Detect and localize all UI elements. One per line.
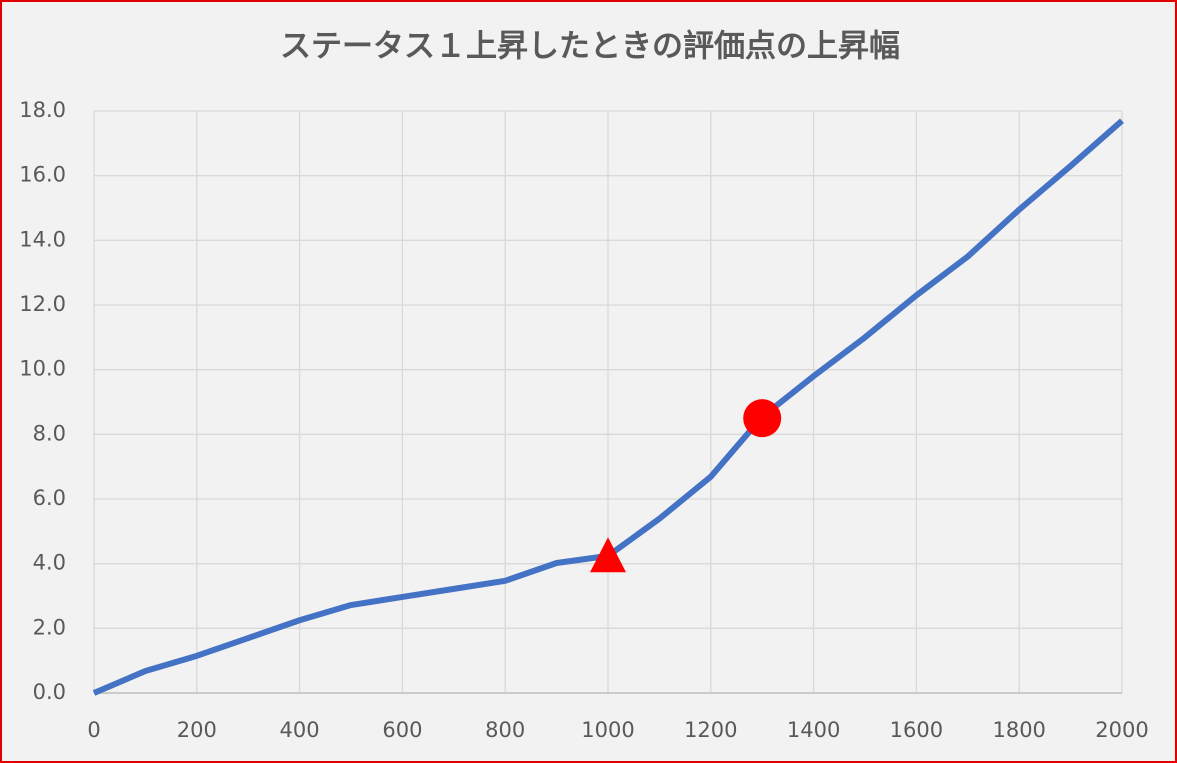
y-tick-label: 10.0: [19, 357, 66, 381]
y-tick-label: 2.0: [33, 615, 66, 639]
x-tick-label: 1600: [890, 718, 943, 742]
x-tick-label: 400: [280, 718, 320, 742]
y-tick-label: 16.0: [19, 163, 66, 187]
x-tick-label: 1000: [581, 718, 634, 742]
x-tick-label: 1800: [992, 718, 1045, 742]
x-tick-label: 1400: [787, 718, 840, 742]
chart-title: ステータス１上昇したときの評価点の上昇幅: [280, 29, 900, 65]
x-tick-label: 800: [485, 718, 525, 742]
x-tick-label: 1200: [684, 718, 737, 742]
marker-circle: [743, 399, 782, 438]
y-tick-label: 18.0: [19, 98, 66, 122]
marker-triangle: [590, 537, 626, 573]
x-tick-label: 600: [382, 718, 422, 742]
y-tick-label: 12.0: [19, 292, 66, 316]
x-tick-label: 200: [177, 718, 217, 742]
y-tick-label: 8.0: [33, 421, 66, 445]
x-tick-label: 0: [87, 718, 100, 742]
y-tick-label: 6.0: [33, 486, 66, 510]
y-tick-label: 14.0: [19, 227, 66, 251]
y-tick-label: 0.0: [33, 680, 66, 704]
y-tick-label: 4.0: [33, 551, 66, 575]
x-tick-label: 2000: [1095, 718, 1148, 742]
